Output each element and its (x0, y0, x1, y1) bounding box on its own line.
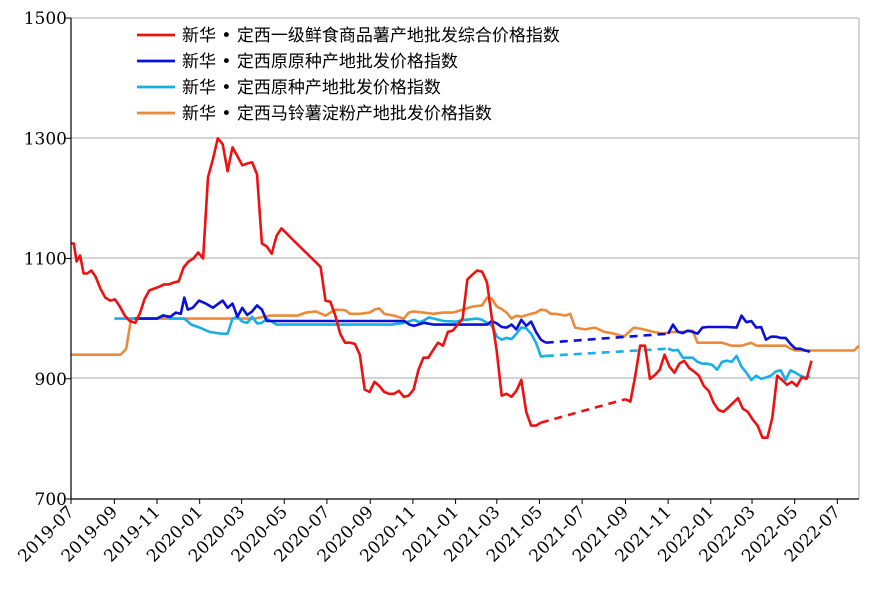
series-1 (135, 296, 811, 353)
series-line (71, 296, 860, 356)
series-3 (71, 296, 860, 356)
legend-label: 新华 • 定西原原种产地批发价格指数 (182, 52, 458, 72)
y-tick-label: 1500 (24, 9, 67, 29)
y-axis-ticks: 700 900 1100 1300 1500 (24, 9, 71, 510)
series-line (71, 137, 542, 427)
series-0 (71, 137, 813, 439)
legend-label: 新华 • 定西原种产地批发价格指数 (182, 78, 441, 98)
series-line-late (667, 347, 811, 382)
series-projection-dashed (540, 397, 626, 424)
series-line-late (666, 314, 811, 353)
series-projection-dashed (545, 347, 669, 358)
y-tick-label: 1100 (24, 250, 67, 270)
legend-label: 新华 • 定西一级鲜食商品薯产地批发综合价格指数 (182, 26, 560, 46)
series-projection-dashed (545, 332, 669, 344)
legend-label: 新华 • 定西马铃薯淀粉产地批发价格指数 (182, 104, 492, 124)
series-layer (71, 137, 860, 439)
y-tick-label: 1300 (24, 129, 67, 149)
series-line-late (624, 344, 813, 439)
x-axis-ticks: 2019-072019-092019-112020-012020-032020-… (14, 499, 845, 566)
y-tick-label: 700 (35, 490, 67, 510)
y-tick-label: 900 (35, 370, 67, 390)
series-line (135, 296, 547, 344)
